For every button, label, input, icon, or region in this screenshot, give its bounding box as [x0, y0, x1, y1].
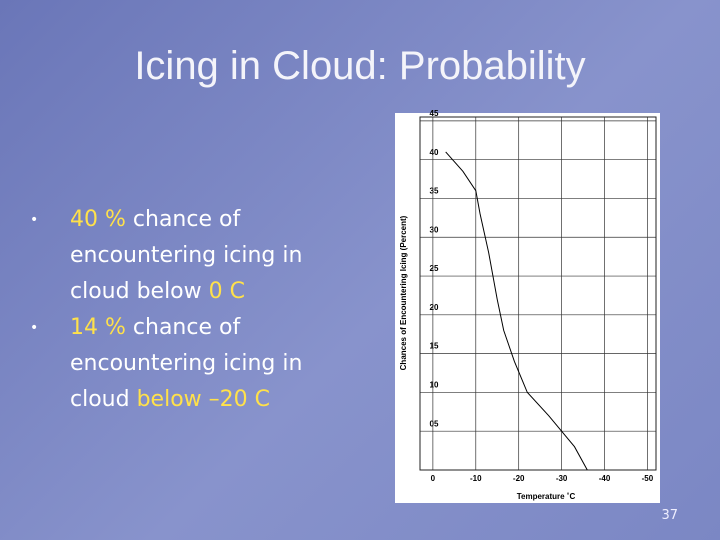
- x-tick-label: -30: [556, 474, 568, 483]
- y-tick-label: 30: [430, 225, 439, 234]
- y-tick-label: 45: [430, 109, 439, 118]
- y-axis-label: Chances of Encountering Icing (Percent): [399, 215, 408, 370]
- x-axis-label: Temperature ˚C: [517, 492, 576, 501]
- y-tick-label: 35: [430, 187, 439, 196]
- bullet-text: below –20 C: [136, 387, 270, 412]
- y-tick-label: 05: [430, 419, 439, 428]
- bullet: 40 % chance of encountering icing in clo…: [30, 202, 350, 310]
- y-tick-label: 10: [430, 381, 439, 390]
- bullet-list: 40 % chance of encountering icing in clo…: [30, 202, 350, 418]
- y-tick-label: 15: [430, 342, 439, 351]
- x-tick-label: -20: [513, 474, 525, 483]
- bullet-text: 40 %: [70, 207, 126, 232]
- y-tick-label: 40: [430, 148, 439, 157]
- bullet: 14 % chance of encountering icing in clo…: [30, 310, 350, 418]
- plot-frame: [419, 116, 657, 471]
- x-tick-label: -50: [642, 474, 654, 483]
- bullet-text: chance of encountering icing in cloud: [70, 315, 303, 412]
- y-tick-label: 20: [430, 303, 439, 312]
- bullet-text: 14 %: [70, 315, 126, 340]
- x-tick-label: -40: [599, 474, 611, 483]
- y-tick-label: 25: [430, 264, 439, 273]
- slide-title: Icing in Cloud: Probability: [134, 44, 586, 88]
- chart-panel: [395, 113, 660, 503]
- page-number: 37: [661, 508, 678, 523]
- bullet-text: 0 C: [208, 279, 245, 304]
- data-line: [445, 151, 588, 471]
- x-tick-label: -10: [470, 474, 482, 483]
- bullet-text: chance of encountering icing in cloud be…: [70, 207, 303, 304]
- x-tick-label: 0: [431, 474, 436, 483]
